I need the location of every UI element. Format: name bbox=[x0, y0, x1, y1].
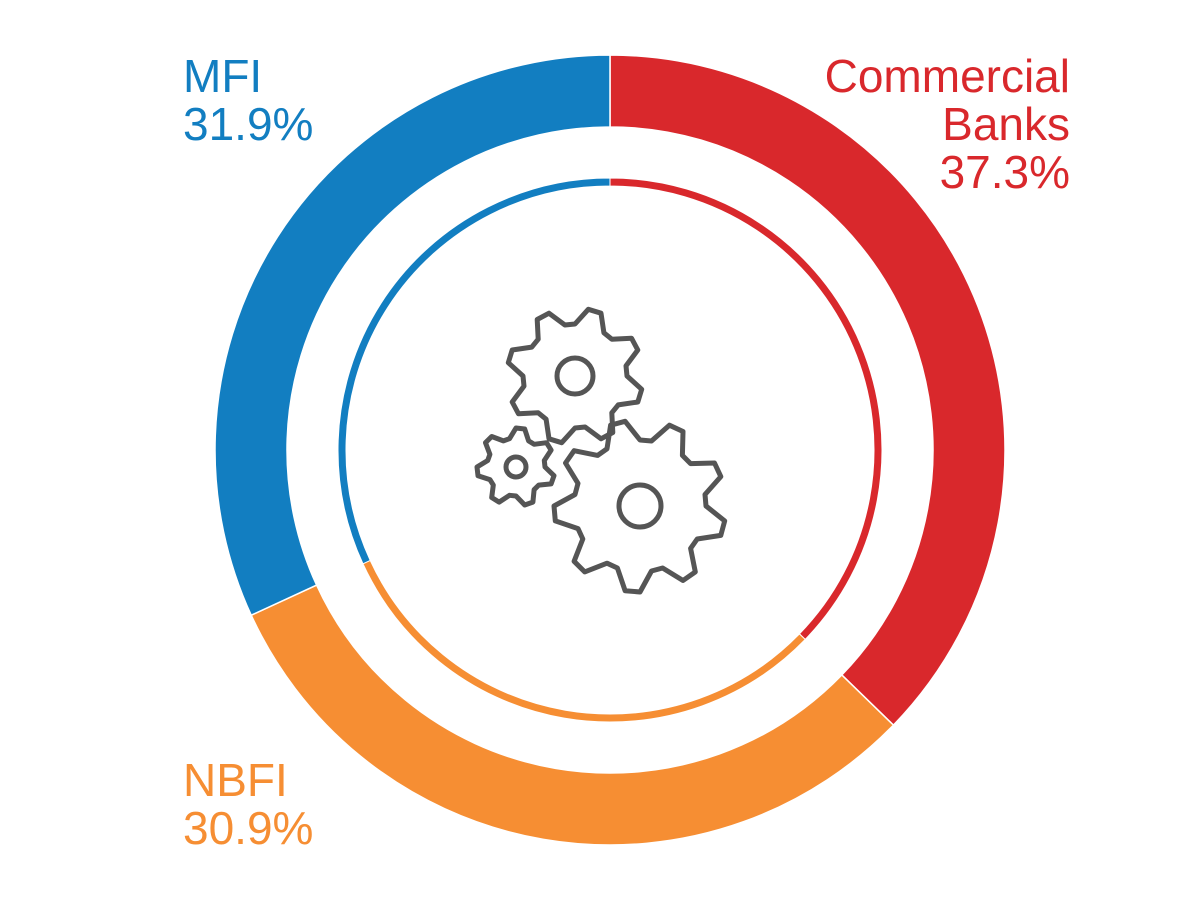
inner-ring-segment bbox=[362, 559, 806, 723]
value-label: 31.9% bbox=[183, 98, 314, 150]
donut-segment bbox=[250, 584, 895, 846]
gear-hole bbox=[503, 454, 529, 480]
donut-segment bbox=[214, 54, 611, 617]
gear-hole bbox=[554, 355, 596, 397]
category-label: MFI bbox=[183, 50, 263, 102]
segment-label: NBFI 30.9% bbox=[183, 756, 483, 852]
gear-icon bbox=[551, 418, 728, 595]
value-label: 30.9% bbox=[183, 802, 314, 854]
inner-ring-segment bbox=[337, 177, 611, 565]
category-label: Commercial Banks bbox=[824, 50, 1070, 150]
value-label: 37.3% bbox=[939, 146, 1070, 198]
gear-hole bbox=[616, 482, 664, 530]
segment-label: MFI 31.9% bbox=[183, 52, 483, 148]
category-label: NBFI bbox=[183, 754, 288, 806]
gear-icon bbox=[474, 425, 557, 508]
donut-segment bbox=[609, 54, 1006, 727]
segment-label: Commercial Banks 37.3% bbox=[770, 52, 1070, 196]
